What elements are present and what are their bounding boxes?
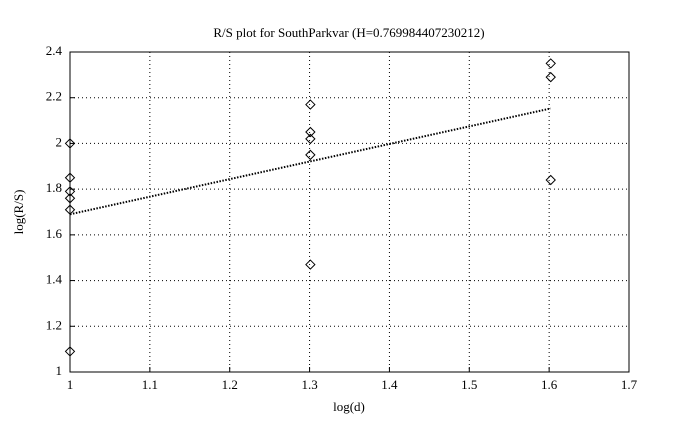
x-tick-label: 1.6 <box>541 377 558 392</box>
point <box>305 99 316 110</box>
y-tick-label: 2 <box>56 134 63 149</box>
x-tick-label: 1.5 <box>461 377 477 392</box>
y-tick-label: 2.4 <box>46 43 63 58</box>
chart-title: R/S plot for SouthParkvar (H=0.769984407… <box>213 25 484 40</box>
point <box>305 149 316 161</box>
point <box>545 58 556 69</box>
x-tick-label: 1 <box>67 377 74 392</box>
x-axis-label: log(d) <box>333 399 365 414</box>
x-tick-label: 1.1 <box>142 377 158 392</box>
x-tick-label: 1.3 <box>301 377 317 392</box>
y-tick-label: 1.8 <box>46 180 62 195</box>
x-tick-label: 1.4 <box>381 377 398 392</box>
y-axis-label: log(R/S) <box>11 190 26 235</box>
point <box>64 172 76 183</box>
point <box>64 138 76 149</box>
y-tick-label: 1 <box>56 363 63 378</box>
point <box>64 186 76 197</box>
x-tick-label: 1.2 <box>222 377 238 392</box>
point <box>64 193 76 204</box>
plot-frame <box>69 51 630 373</box>
point <box>305 133 316 145</box>
y-tick-label: 1.2 <box>46 317 62 332</box>
x-tick-label: 1.7 <box>621 377 638 392</box>
point <box>545 174 556 186</box>
y-tick-label: 2.2 <box>46 89 62 104</box>
fit-line <box>69 107 551 216</box>
y-tick-label: 1.4 <box>46 272 63 287</box>
point <box>305 126 316 138</box>
point <box>545 71 556 83</box>
point <box>305 259 316 270</box>
point <box>64 346 76 357</box>
y-tick-label: 1.6 <box>46 226 63 241</box>
